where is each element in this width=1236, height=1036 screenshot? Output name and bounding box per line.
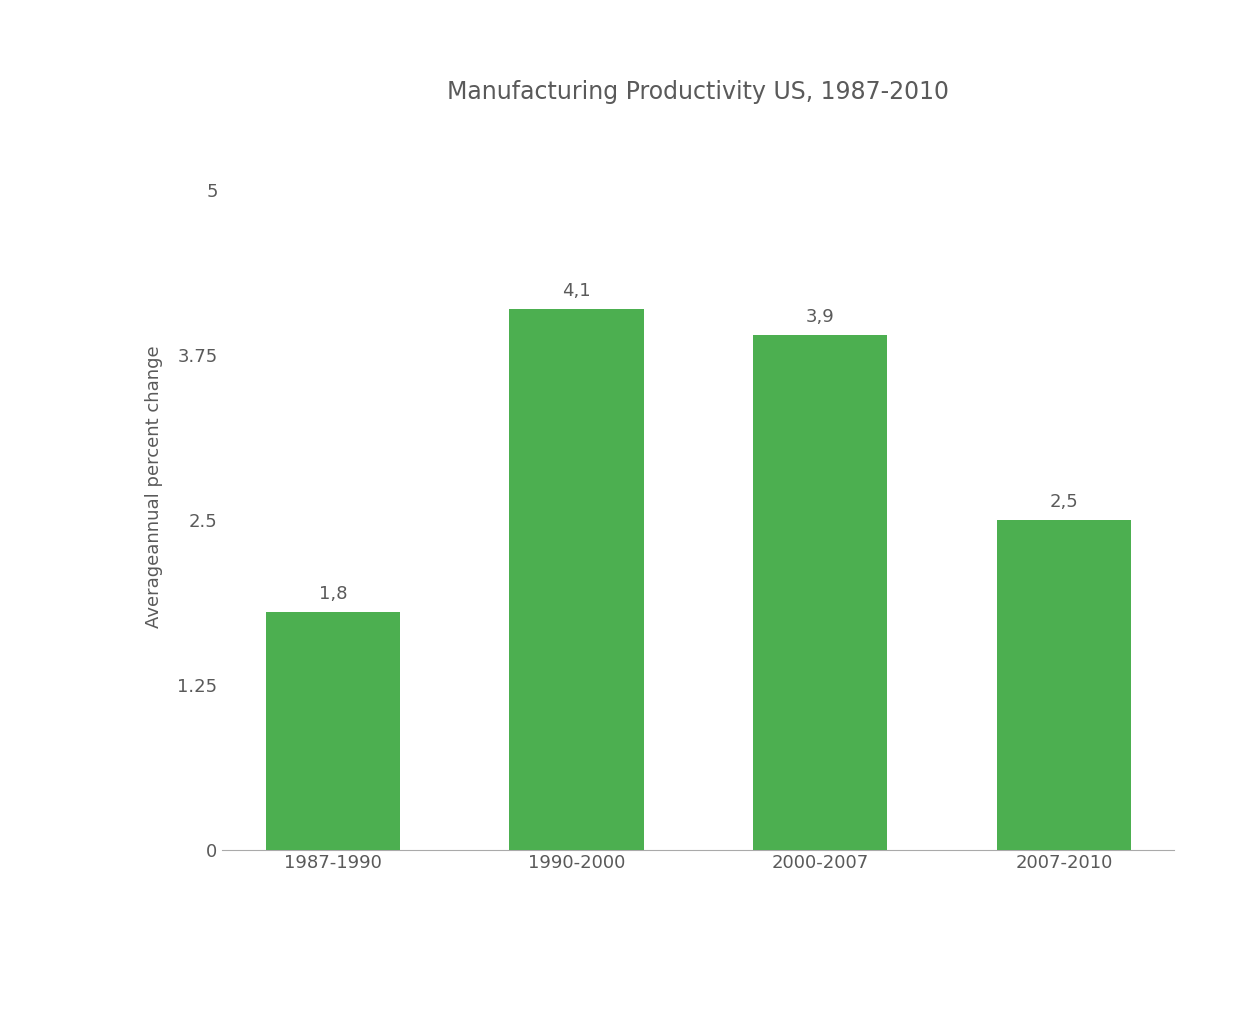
Bar (997, 520, 1131, 850)
Bar (266, 612, 399, 850)
Y-axis label: Averageannual percent change: Averageannual percent change (146, 346, 163, 628)
Text: 4,1: 4,1 (562, 282, 591, 299)
Title: Manufacturing Productivity US, 1987-2010: Manufacturing Productivity US, 1987-2010 (447, 81, 949, 105)
Text: 3,9: 3,9 (806, 308, 834, 326)
Bar (509, 309, 644, 850)
Bar (753, 336, 887, 850)
Text: 2,5: 2,5 (1049, 493, 1078, 511)
Text: 1,8: 1,8 (319, 585, 347, 603)
